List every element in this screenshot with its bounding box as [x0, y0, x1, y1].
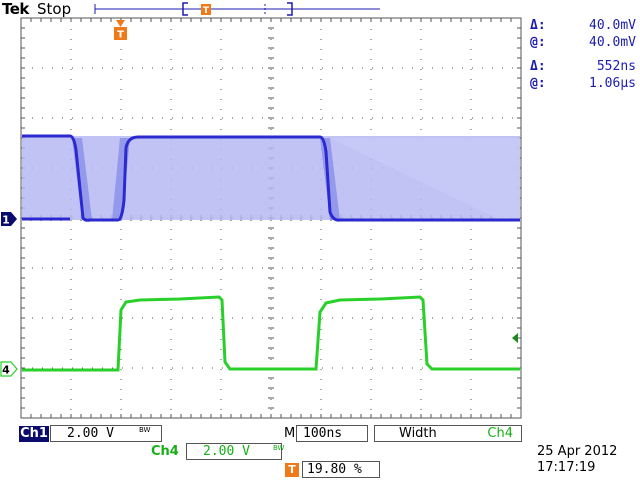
- trigger-mode: Width: [399, 426, 437, 441]
- readout-delta-time: Δ: 552ns: [528, 59, 640, 75]
- trigger-level-marker[interactable]: [512, 333, 518, 343]
- time: 17:17:19: [537, 460, 596, 475]
- ch4-scale[interactable]: 2.00 V BW: [186, 443, 285, 460]
- readout-delta-voltage: Δ: 40.0mV: [528, 18, 640, 34]
- trigger-source: Ch4: [487, 426, 513, 441]
- ch4-label[interactable]: Ch4: [151, 444, 179, 459]
- run-status: Stop: [37, 0, 72, 18]
- trigger-position-value: 19.80 %: [307, 462, 362, 477]
- readout-value: 40.0mV: [589, 35, 636, 50]
- timebase-value: 100ns: [303, 426, 343, 441]
- readout-value: 552ns: [596, 59, 636, 74]
- trigger-position-marker[interactable]: T: [114, 20, 127, 41]
- ch1-band: [22, 136, 520, 220]
- trigger-position[interactable]: 19.80 %: [302, 461, 380, 478]
- timebase-prefix: M: [284, 426, 296, 441]
- trigger-settings[interactable]: Width Ch4: [374, 425, 522, 442]
- date: 25 Apr 2012: [537, 444, 618, 459]
- brand-logo: Tek: [2, 0, 29, 18]
- svg-text:T: T: [117, 30, 124, 41]
- readout-at-voltage: @: 40.0mV: [528, 35, 640, 51]
- ch1-label[interactable]: Ch1: [19, 426, 49, 442]
- ch1-scale[interactable]: 2.00 V BW: [50, 425, 162, 442]
- readout-symbol: @:: [530, 35, 546, 50]
- ch1-scale-value: 2.00 V: [67, 426, 114, 441]
- timebase[interactable]: 100ns: [296, 425, 368, 442]
- ch4-marker[interactable]: 4: [0, 361, 18, 377]
- record-trigger-icon: T: [201, 4, 211, 16]
- trigger-icon: T: [285, 463, 299, 477]
- readout-symbol: Δ:: [530, 59, 546, 74]
- ch1-trace: [22, 134, 520, 222]
- ch4-trace: [22, 295, 520, 372]
- svg-text:4: 4: [2, 364, 10, 377]
- readout-symbol: Δ:: [530, 18, 546, 33]
- readout-value: 1.06µs: [589, 76, 636, 91]
- svg-text:1: 1: [2, 214, 10, 227]
- ch1-marker[interactable]: 1: [1, 212, 17, 227]
- ch4-bw-limit-icon: BW: [273, 444, 285, 452]
- record-bar: T: [94, 2, 380, 16]
- svg-text:T: T: [203, 6, 210, 16]
- readout-symbol: @:: [530, 76, 546, 91]
- readout-at-time: @: 1.06µs: [528, 76, 640, 92]
- readout-value: 40.0mV: [589, 18, 636, 33]
- ch4-scale-value: 2.00 V: [203, 444, 250, 459]
- ch1-bw-limit-icon: BW: [139, 426, 151, 434]
